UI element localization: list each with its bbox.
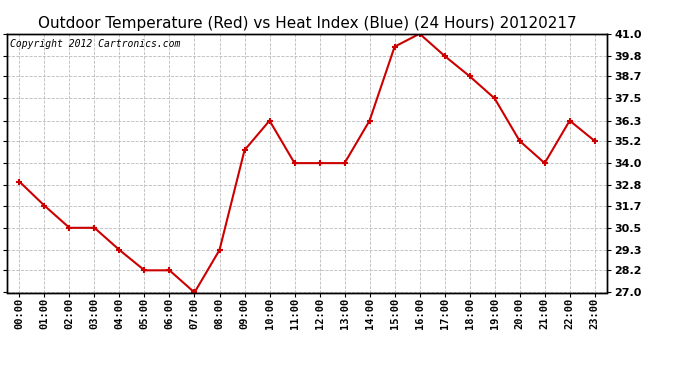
Title: Outdoor Temperature (Red) vs Heat Index (Blue) (24 Hours) 20120217: Outdoor Temperature (Red) vs Heat Index … xyxy=(38,16,576,31)
Text: Copyright 2012 Cartronics.com: Copyright 2012 Cartronics.com xyxy=(10,39,180,49)
